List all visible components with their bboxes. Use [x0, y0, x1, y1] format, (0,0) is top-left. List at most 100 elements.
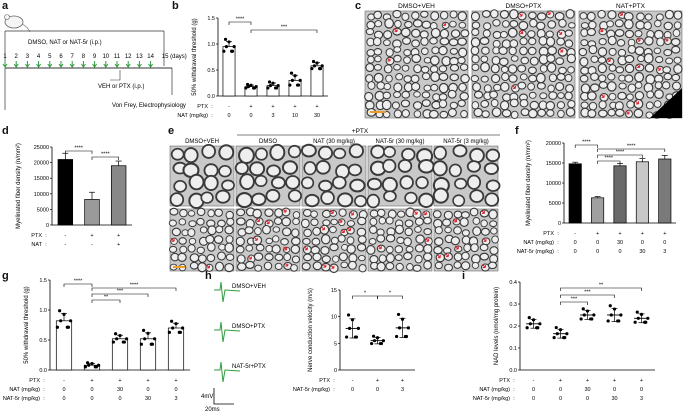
axon — [439, 37, 450, 46]
panel-label-e: e — [168, 125, 175, 137]
condition-value: 0 — [62, 396, 65, 402]
axon — [499, 9, 510, 19]
axon — [671, 73, 681, 82]
axon — [487, 261, 498, 270]
red-arrow-icon — [393, 28, 398, 33]
y-tick-label: 1.5 — [39, 278, 47, 284]
axon — [527, 108, 538, 119]
axon — [265, 237, 273, 245]
red-arrow-icon — [482, 264, 486, 269]
axon — [252, 208, 263, 219]
axon — [545, 30, 554, 38]
axon — [469, 147, 485, 164]
condition-value: 0 — [62, 387, 65, 393]
significance-mark: **** — [130, 283, 139, 289]
axon — [439, 110, 449, 119]
axon — [461, 235, 471, 245]
micrograph-title: NAT-5r (30 mg/kg) — [376, 139, 425, 145]
y-tick-label: 0.5 — [39, 338, 47, 344]
y-tick-label: 0.2 — [509, 324, 517, 330]
axon — [607, 108, 616, 117]
axon — [414, 217, 424, 226]
axon — [269, 143, 286, 162]
data-point — [290, 78, 295, 82]
significance-mark: **** — [74, 279, 83, 285]
axon — [587, 109, 597, 119]
axon — [310, 210, 318, 218]
axon — [200, 191, 214, 204]
axon — [415, 234, 425, 244]
day-label: 4 — [37, 54, 41, 60]
axon — [556, 73, 566, 81]
axon — [580, 101, 589, 109]
axon — [438, 93, 448, 101]
cap-trace — [214, 361, 241, 383]
axon — [414, 243, 425, 253]
axon — [458, 82, 467, 92]
axon — [545, 100, 556, 111]
condition-row-label: PTX — [197, 104, 208, 110]
axon — [428, 109, 439, 119]
data-point — [565, 332, 569, 336]
axon — [447, 108, 457, 118]
axon — [321, 255, 331, 264]
axon — [480, 227, 490, 236]
condition-value: 0 — [641, 240, 644, 246]
bar — [591, 197, 605, 224]
red-arrow-icon — [206, 264, 210, 269]
axon — [520, 56, 530, 65]
axon — [617, 91, 627, 101]
data-point — [142, 328, 146, 332]
axon — [217, 251, 227, 261]
axon — [346, 244, 356, 254]
axon — [529, 56, 539, 66]
axon — [411, 28, 421, 38]
axon — [430, 71, 441, 83]
dose-arrow-icon — [80, 61, 86, 68]
data-point — [83, 365, 87, 369]
axon — [547, 84, 555, 93]
condition-value: 30 — [611, 396, 617, 402]
axon — [385, 253, 395, 263]
axon — [493, 83, 502, 92]
axon — [508, 46, 517, 56]
condition-value: + — [117, 242, 120, 248]
axon — [470, 243, 479, 253]
axon — [201, 143, 216, 159]
significance-mark: *** — [117, 289, 124, 295]
axon — [374, 20, 383, 28]
axon — [590, 55, 599, 63]
panel-label-g: g — [2, 270, 9, 282]
panel-label-i: i — [462, 270, 466, 282]
axon — [527, 82, 536, 91]
y-tick-label: 0.3 — [509, 302, 517, 308]
axon — [673, 21, 682, 30]
axon — [547, 20, 557, 29]
data-point — [90, 361, 94, 366]
axon — [189, 261, 199, 270]
colon: : — [45, 233, 47, 239]
axon — [189, 253, 200, 263]
axon — [396, 236, 405, 245]
colon: : — [333, 387, 335, 393]
red-arrow-icon — [321, 226, 325, 231]
condition-value: 0 — [613, 387, 616, 393]
axon — [528, 11, 537, 20]
axon — [646, 90, 655, 99]
axon — [281, 160, 299, 175]
y-tick-label: 25000 — [34, 145, 49, 151]
day-label: 9 — [93, 54, 97, 60]
axon — [481, 46, 490, 55]
axon — [198, 254, 207, 263]
data-point — [608, 304, 612, 308]
axon — [460, 29, 470, 38]
data-point — [619, 313, 623, 317]
axon — [364, 91, 374, 102]
data-point — [312, 64, 317, 68]
micrograph-c-1 — [470, 8, 577, 119]
significance-mark: **** — [616, 150, 625, 156]
axon — [168, 245, 178, 253]
axon — [597, 109, 608, 118]
axon — [254, 227, 262, 236]
axon — [401, 12, 410, 21]
